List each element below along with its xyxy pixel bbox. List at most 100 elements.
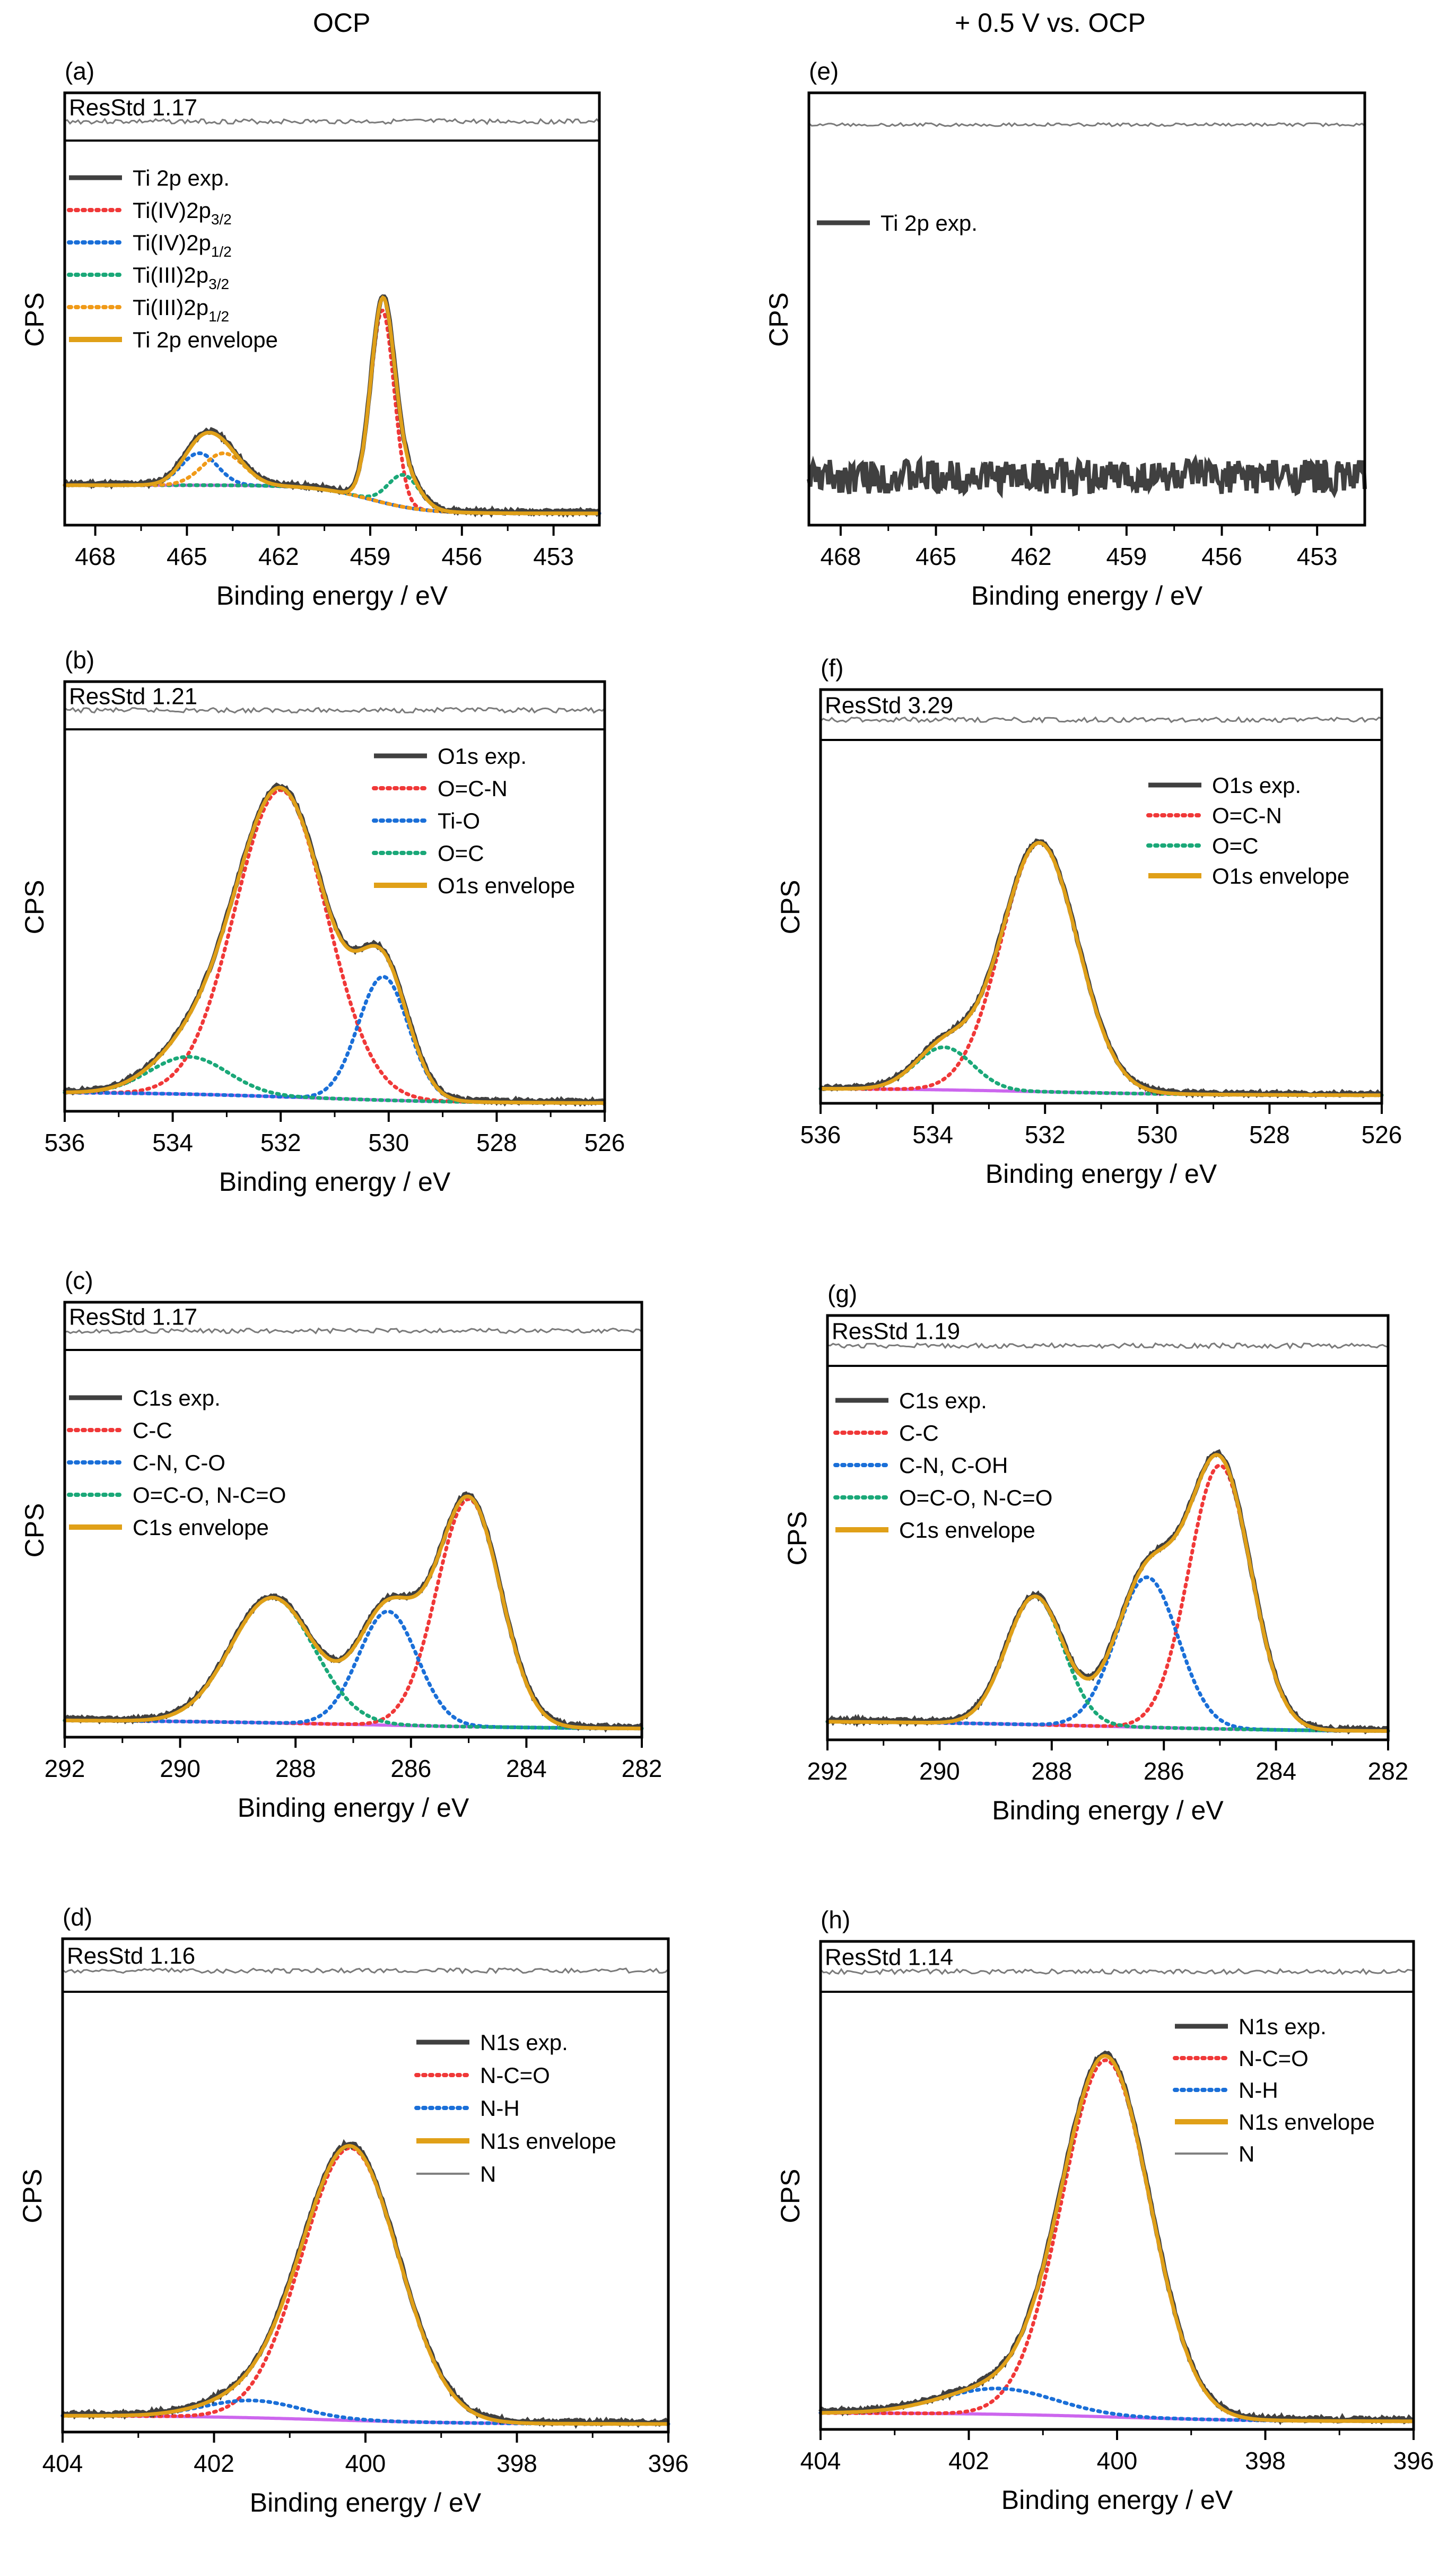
residual-trace [808, 122, 1365, 128]
x-tick-label: 290 [919, 1757, 960, 1785]
x-axis-label: Binding energy / eV [238, 1793, 469, 1823]
x-tick-label: 404 [42, 2450, 83, 2477]
legend-label: Ti 2p exp. [133, 165, 230, 190]
legend-label: C1s envelope [133, 1515, 269, 1540]
series-envelope [65, 786, 605, 1105]
x-tick-label: 400 [345, 2450, 386, 2477]
legend-label: Ti 2p envelope [133, 327, 278, 352]
chart-panel-d: (d) ResStd 1.16 404 402 400 398 396 Binding ene… [18, 1903, 688, 2517]
series-exp [807, 454, 1367, 499]
column-title-polarized: + 0.5 V vs. OCP [955, 8, 1146, 38]
x-tick-label: 528 [476, 1129, 517, 1156]
plot-frame [819, 688, 1383, 1105]
series-exp [818, 2050, 1414, 2426]
legend-label: O1s envelope [1212, 864, 1349, 888]
x-tick-label: 396 [648, 2450, 689, 2477]
chart-panel-b: (b) ResStd 1.21 536 534 532 530 528 526 Binding … [20, 646, 625, 1197]
x-axis-label: Binding energy / eV [986, 1159, 1217, 1189]
series-envelope [65, 295, 599, 516]
series-envelope [821, 2054, 1414, 2424]
x-tick-label: 282 [622, 1755, 662, 1782]
x-tick-label: 468 [821, 543, 861, 570]
series-component-red [63, 788, 607, 1105]
x-axis-label: Binding energy / eV [250, 2488, 482, 2517]
x-tick-label: 402 [194, 2450, 234, 2477]
panel-label: (f) [821, 654, 843, 682]
plot-frame [63, 91, 601, 527]
x-tick-label: 398 [496, 2450, 537, 2477]
legend-label: C-N, C-O [133, 1450, 225, 1475]
x-tick-label: 468 [75, 543, 116, 570]
y-axis-label: CPS [18, 2169, 47, 2224]
series-component-blue [60, 2398, 670, 2426]
legend-label: O=C [1212, 833, 1259, 858]
legend-label: N [1239, 2141, 1254, 2166]
x-tick-label: 292 [807, 1757, 848, 1785]
x-tick-label: 532 [1025, 1121, 1066, 1148]
legend-label: O=C [438, 841, 484, 866]
x-tick-label: 465 [167, 543, 207, 570]
x-tick-label: 456 [441, 543, 482, 570]
x-tick-label: 290 [160, 1755, 200, 1782]
x-axis-label: Binding energy / eV [992, 1796, 1224, 1825]
legend-label: O=C-O, N-C=O [133, 1483, 286, 1507]
x-tick-label: 536 [800, 1121, 841, 1148]
panel-label: (h) [821, 1906, 850, 1933]
x-tick-label: 532 [260, 1129, 301, 1156]
y-axis-label: CPS [20, 1503, 49, 1558]
series-envelope [821, 841, 1382, 1097]
chart-panel-a: (a) ResStd 1.17 468 465 462 459 456 453 Binding … [20, 57, 601, 611]
x-tick-label: 462 [1011, 543, 1052, 570]
residual-trace [62, 1967, 669, 1975]
x-tick-label: 404 [800, 2447, 841, 2474]
chart-panel-g: (g) ResStd 1.19 292 290 288 286 284 282 Binding … [782, 1280, 1408, 1825]
x-tick-label: 534 [152, 1129, 193, 1156]
x-tick-label: 402 [948, 2447, 989, 2474]
x-tick-label: 536 [45, 1129, 85, 1156]
legend-label: N1s exp. [480, 2030, 568, 2055]
legend-label: O=C-N [438, 776, 508, 801]
legend-label: O1s envelope [438, 873, 575, 898]
residual-trace [64, 1327, 642, 1335]
x-tick-label: 459 [350, 543, 391, 570]
chart-panel-h: (h) ResStd 1.14 404 402 400 398 396 Binding ene… [775, 1906, 1434, 2515]
resstd-label: ResStd 3.29 [825, 693, 953, 719]
x-tick-label: 465 [916, 543, 956, 570]
column-title-ocp: OCP [313, 8, 371, 38]
legend-label: O=C-O, N-C=O [899, 1485, 1052, 1510]
y-axis-label: CPS [20, 880, 49, 935]
x-tick-label: 292 [45, 1755, 85, 1782]
panel-label: (b) [65, 646, 94, 674]
series-component-blue [63, 974, 607, 1105]
x-tick-label: 288 [1031, 1757, 1072, 1785]
x-axis-label: Binding energy / eV [1001, 2485, 1233, 2515]
legend-label: C-C [899, 1421, 939, 1445]
legend-label: N1s envelope [480, 2129, 616, 2154]
legend-label: Ti(IV)2p3/2 [133, 198, 232, 228]
x-tick-label: 286 [390, 1755, 431, 1782]
x-tick-label: 530 [368, 1129, 409, 1156]
legend-label: Ti 2p exp. [880, 211, 978, 236]
residual-trace [64, 118, 600, 125]
y-axis-label: CPS [775, 880, 805, 935]
resstd-label: ResStd 1.21 [69, 683, 197, 709]
x-tick-label: 459 [1106, 543, 1147, 570]
legend-label: Ti(III)2p3/2 [133, 263, 229, 292]
plot-frame [807, 91, 1366, 527]
series-envelope [827, 1453, 1388, 1733]
chart-panel-c: (c) ResStd 1.17 292 290 288 286 284 282 Binding … [20, 1267, 662, 1823]
x-tick-label: 530 [1137, 1121, 1178, 1148]
legend-label: C1s exp. [133, 1385, 221, 1410]
legend-label: Ti(III)2p1/2 [133, 295, 229, 325]
legend-label: C-N, C-OH [899, 1453, 1008, 1478]
x-axis-label: Binding energy / eV [219, 1167, 451, 1197]
x-tick-label: 286 [1144, 1757, 1184, 1785]
legend-label: N-C=O [480, 2063, 550, 2088]
series-envelope [65, 1494, 642, 1731]
x-tick-label: 526 [585, 1129, 625, 1156]
residual-trace [64, 707, 605, 714]
legend-label: O1s exp. [438, 744, 527, 769]
legend-label: N-H [1239, 2078, 1278, 2103]
resstd-label: ResStd 1.17 [69, 94, 197, 120]
